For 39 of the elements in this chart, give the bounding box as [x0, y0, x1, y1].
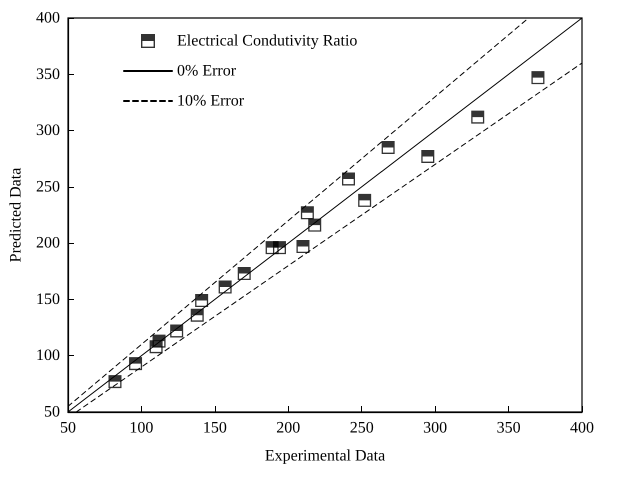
- y-tick-label: 350: [36, 66, 60, 83]
- point: [300, 206, 314, 220]
- point: [150, 340, 163, 354]
- point: [170, 324, 184, 338]
- point: [108, 375, 122, 388]
- x-tick-label: 150: [202, 420, 227, 436]
- point: [218, 280, 232, 294]
- point: [342, 172, 355, 186]
- point: [129, 357, 142, 370]
- point: [272, 241, 286, 254]
- x-tick-label: 400: [570, 420, 594, 436]
- y-tick-label: 200: [36, 234, 60, 252]
- x-tick-label: 350: [496, 420, 521, 436]
- point: [195, 294, 208, 308]
- point: [471, 110, 484, 124]
- x-tick-label: 250: [350, 420, 374, 436]
- y-tick-label: 150: [36, 290, 60, 308]
- legend-label: Electrical Condutivity Ratio: [177, 32, 358, 50]
- legend-label: 10% Error: [177, 92, 245, 110]
- x-tick-label: 50: [60, 420, 76, 436]
- point: [531, 71, 544, 84]
- x-tick-label: 100: [129, 420, 154, 436]
- y-tick-label: 50: [44, 404, 60, 420]
- point: [190, 308, 204, 322]
- y-tick-label: 300: [36, 122, 60, 140]
- y-tick-label: 100: [36, 347, 60, 364]
- point: [421, 150, 434, 163]
- point: [296, 240, 310, 254]
- x-tick-label: 300: [423, 420, 448, 436]
- point: [238, 267, 251, 280]
- x-tick-label: 200: [276, 420, 300, 436]
- point: [358, 194, 372, 207]
- y-tick-label: 400: [36, 10, 60, 26]
- y-tick-label: 250: [36, 178, 60, 196]
- y-axis-title: Predicted Data: [8, 168, 24, 262]
- x-axis-title: Experimental Data: [264, 448, 386, 464]
- point: [308, 218, 322, 232]
- legend-label: 0% Error: [177, 62, 237, 80]
- point: [382, 140, 395, 154]
